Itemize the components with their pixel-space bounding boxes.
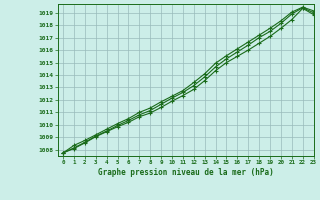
X-axis label: Graphe pression niveau de la mer (hPa): Graphe pression niveau de la mer (hPa) bbox=[98, 168, 274, 177]
